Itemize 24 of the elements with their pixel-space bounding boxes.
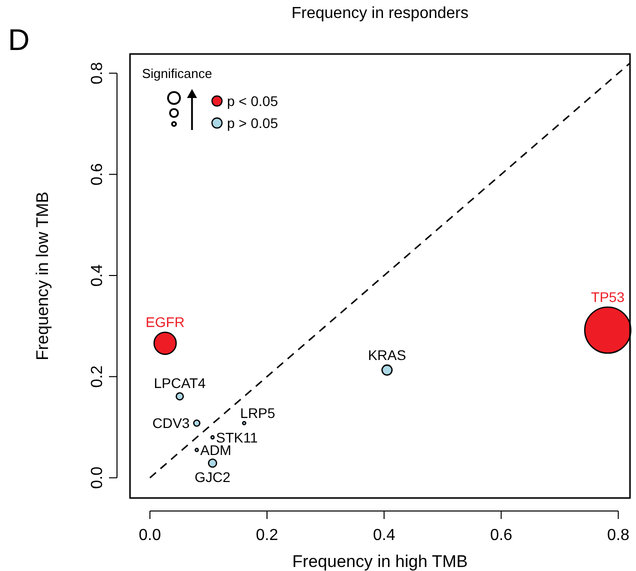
legend-title: Significance: [142, 66, 212, 81]
data-label: EGFR: [146, 314, 185, 330]
y-axis-title: Frequency in low TMB: [33, 192, 52, 360]
y-tick-label: 0.8: [89, 62, 106, 84]
y-tick-label: 0.2: [89, 365, 106, 388]
text: D: [8, 24, 30, 57]
legend-label: p > 0.05: [227, 115, 278, 131]
data-label: TP53: [591, 289, 625, 306]
x-tick-label: 0.0: [138, 527, 162, 544]
data-label: KRAS: [368, 347, 406, 364]
data-label: CDV3: [152, 415, 190, 432]
data-label: LPCAT4: [154, 374, 206, 391]
data-label: GJC2: [194, 469, 231, 486]
chart-title: Frequency in responders: [292, 5, 468, 22]
x-tick-label: 0.6: [490, 527, 512, 544]
data-label: LRP5: [240, 405, 276, 422]
legend-label: p < 0.05: [227, 93, 278, 109]
x-tick-label: 0.8: [607, 527, 630, 544]
x-tick-label: 0.2: [256, 527, 278, 544]
y-tick-label: 0.4: [89, 264, 106, 287]
x-tick-label: 0.4: [372, 527, 396, 544]
y-tick-label: 0.6: [89, 163, 106, 186]
x-axis-title: Frequency in high TMB: [292, 552, 468, 571]
y-tick-label: 0.0: [89, 466, 106, 489]
